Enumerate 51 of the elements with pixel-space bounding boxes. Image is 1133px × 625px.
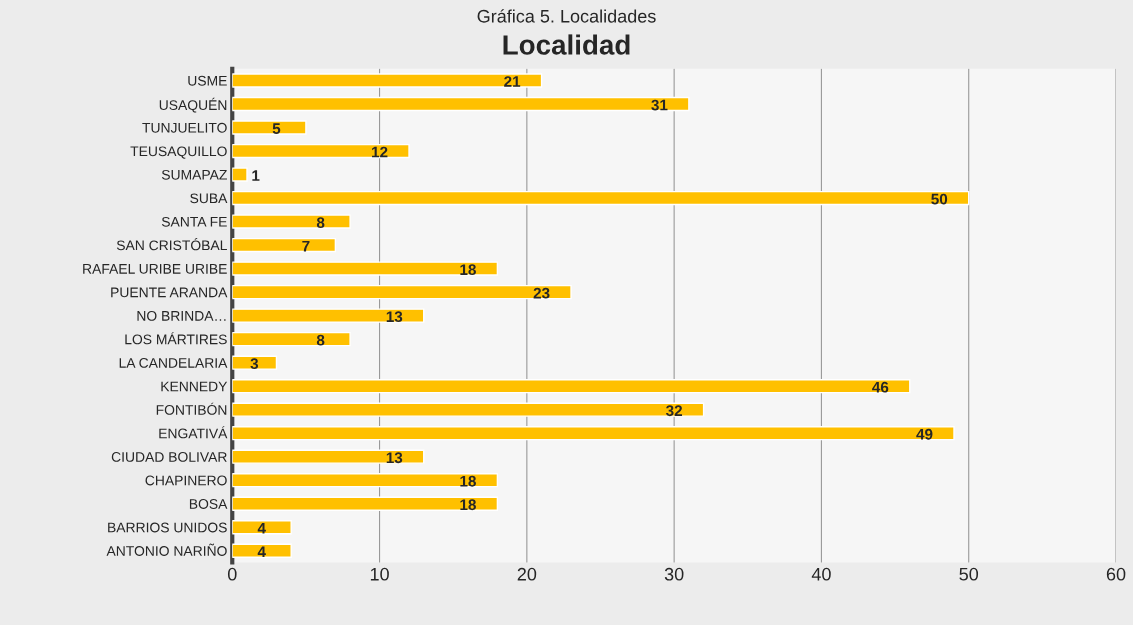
data-label: 46 [872, 381, 889, 393]
y-tick-label: NO BRINDA… [137, 310, 226, 321]
x-tick-label: 50 [959, 567, 979, 581]
data-label: 21 [504, 76, 521, 87]
y-tick-label: LA CANDELARIA [119, 357, 228, 368]
x-tick-label: 10 [370, 567, 389, 581]
data-label: 18 [460, 264, 476, 276]
x-tick-label: 20 [517, 567, 537, 581]
chart-subtitle: Localidad [503, 34, 630, 55]
y-tick-label: SANTA FE [161, 216, 227, 227]
y-tick-label: KENNEDY [161, 381, 228, 392]
chart-title: Gráfica 5. Localidades [477, 9, 656, 23]
y-tick-label: BOSA [189, 499, 228, 509]
y-tick-label: BARRIOS UNIDOS [108, 522, 227, 533]
y-tick-label: ANTONIO NARIÑO [106, 543, 227, 556]
data-label: 4 [257, 523, 266, 534]
y-tick-label: PUENTE ARANDA [111, 287, 228, 298]
data-label: 8 [316, 334, 325, 346]
y-tick-label: ENGATIVÁ [159, 426, 228, 439]
data-label: 49 [916, 428, 933, 440]
data-label: 4 [257, 546, 266, 558]
data-label: 32 [665, 405, 683, 417]
y-tick-label: RAFAEL URIBE URIBE [83, 264, 227, 274]
y-tick-label: TEUSAQUILLO [130, 146, 227, 159]
data-label: 31 [651, 99, 668, 111]
data-label: 13 [386, 452, 403, 464]
data-label: 8 [316, 217, 325, 229]
data-label: 18 [460, 499, 476, 511]
y-tick-label: USME [188, 75, 227, 86]
x-tick-label: 30 [664, 567, 684, 581]
y-tick-label: LOS MÁRTIRES [125, 332, 227, 345]
y-tick-label: FONTIBÓN [156, 402, 227, 415]
data-label: 18 [460, 475, 476, 487]
y-tick-label: USAQUÉN [159, 97, 227, 113]
y-tick-label: SUMAPAZ [161, 169, 227, 180]
data-label: 3 [250, 358, 259, 370]
data-label: 23 [533, 287, 550, 299]
x-tick-label: 40 [811, 567, 831, 581]
data-label: 5 [272, 123, 281, 134]
y-tick-label: SUBA [190, 193, 228, 204]
x-tick-label: 0 [227, 567, 237, 581]
x-tick-label: 60 [1106, 567, 1126, 581]
data-label: 13 [386, 311, 403, 323]
data-label: 1 [252, 170, 260, 181]
y-tick-label: CIUDAD BOLIVAR [111, 452, 227, 462]
y-tick-label: TUNJUELITO [142, 122, 227, 133]
y-tick-label: CHAPINERO [145, 475, 227, 486]
data-label: 7 [302, 240, 310, 252]
data-label: 12 [372, 146, 388, 158]
data-label: 50 [931, 193, 948, 205]
y-tick-label: SAN CRISTÓBAL [116, 238, 227, 251]
